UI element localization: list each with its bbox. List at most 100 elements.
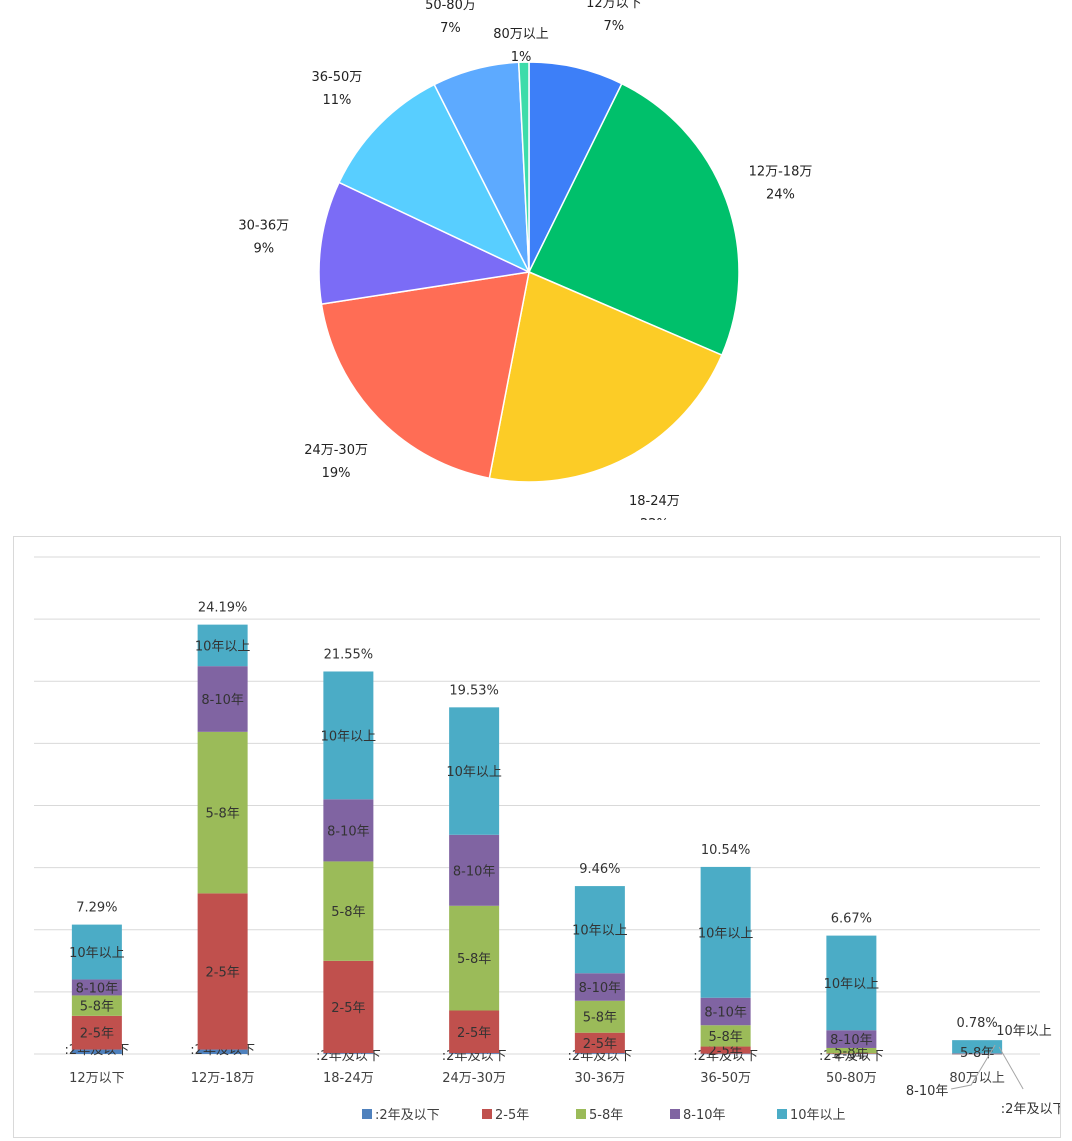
leader-line [998,1046,1024,1090]
bar-segment-label: 10年以上 [572,924,628,939]
pie-slice-name: 50-80万 [425,0,476,13]
bar-segment-label: 8-10年 [830,1033,873,1048]
pie-slice-label: 36-50万 11% [312,70,363,108]
pie-slice-name: 18-24万 [629,494,680,509]
bar-segment [197,893,248,1050]
pie-slice-percent: 1% [511,50,532,65]
bar-total-label: 7.29% [76,901,117,916]
legend-item: 8-10年 [670,1108,726,1123]
pie-slice-percent: 22% [640,517,669,520]
bar-segment-label: 8-10年 [76,981,119,996]
bar-segment [574,886,625,974]
bar-segment-label: 8-10年 [704,1005,747,1020]
legend-item: 2-5年 [482,1108,529,1123]
bar-segment [826,1053,877,1054]
pie-slice-percent: 7% [604,19,625,34]
x-tick-label: 36-50万 [700,1071,751,1086]
bar-segment [197,1049,248,1054]
bar-segment [826,1030,877,1048]
bar-segment-label: :2年及以下 [1001,1102,1060,1117]
leader-line [951,1044,996,1090]
bar-segment-label: 2-5年 [583,1037,617,1052]
bar-segment-label: 10年以上 [996,1024,1052,1039]
pie-slice-label: 12万-18万 24% [749,164,813,202]
bar-segment [449,1053,500,1054]
pie-slice-percent: 24% [766,187,795,202]
bar-segment-label: 5-8年 [960,1046,994,1061]
bar-segment-label: 2-5年 [331,1001,365,1016]
bar-segment-label: 5-8年 [331,905,365,920]
bar-total-label: 6.67% [831,912,872,927]
bar-segment-label: 2-5年 [709,1044,743,1059]
bar-segment-label: 5-8年 [583,1011,617,1026]
legend-swatch [362,1109,372,1119]
pie-chart-svg: 12万以下 7% 12万-18万 24% 18-24万 22% 24万-30万 19% 30-3… [238,0,813,532]
pie-slice-label: 50-80万 7% [425,0,476,36]
bar-segment-label: 5-8年 [457,952,491,967]
bar-segment [323,799,374,862]
x-tick-label: 50-80万 [826,1071,877,1086]
bar-segment [71,924,122,980]
bar-segment-label: 2-5年 [457,1026,491,1041]
bar-segment [700,1046,751,1054]
pie-slice-name: 24万-30万 [304,443,368,458]
legend-label: :2年及以下 [375,1108,440,1123]
pie-slice-label: 80万以上 1% [493,27,549,65]
pie-slice-percent: 9% [253,242,274,257]
bar-segment [700,1053,751,1055]
legend-swatch [576,1109,586,1119]
bar-total-label: 10.54% [701,843,751,858]
x-tick-label: 24万-30万 [442,1071,506,1086]
pie-slice-percent: 7% [440,21,461,36]
bar-segment-label: 10年以上 [195,639,251,654]
pie-slice [488,270,723,483]
pie-slice [527,82,740,357]
bar-segment [323,861,374,961]
bar-segment-label: 8-10年 [579,981,622,996]
legend-label: 8-10年 [683,1108,726,1123]
pie-chart: 12万以下 7% 12万-18万 24% 18-24万 22% 24万-30万 19% 30-3… [0,0,1072,532]
bar-segment-label: 5-8年 [834,1045,868,1060]
pie-slice-name: 36-50万 [312,70,363,85]
x-tick-label: 80万以上 [949,1071,1005,1086]
x-tick-label: 30-36万 [574,1071,625,1086]
bar-segment [449,834,500,906]
pie-slice [320,271,530,480]
bar-segment [952,1040,1003,1054]
bar-segment-label: 10年以上 [321,729,377,744]
bar-segment [197,624,248,667]
legend-label: 10年以上 [790,1108,846,1123]
pie-slice-name: 80万以上 [493,27,549,42]
bar-segment [449,1010,500,1054]
bar-segment [826,1053,877,1055]
stacked-bar-chart: :2年及以下 2-5年 5-8年 8-10年 10年以上 7.29% 12万以下:2年及以下… [13,536,1065,1138]
bar-segment [323,671,374,800]
bar-total-label: 24.19% [198,601,248,616]
bar-segment [323,1053,374,1054]
bar-segment [826,1047,877,1054]
bar-segment [574,973,625,1001]
bar-segment [826,935,877,1031]
pie-slice [318,181,532,306]
pie-slice-percent: 19% [322,466,351,481]
bar-total-label: 9.46% [579,862,620,877]
bar-segment-label: 2-5年 [80,1027,114,1042]
bar-group: 0.78% [952,1016,1003,1055]
bar-segment [700,1025,751,1047]
pie-slice-percent: 11% [322,93,351,108]
pie-slice-label: 30-36万 9% [238,219,289,257]
stacked-bar-chart-svg: :2年及以下2-5年5-8年8-10年10年以上7.29%12万以下:2年及以下… [34,556,1065,1123]
bar-segment-label: 8-10年 [906,1084,949,1099]
pie-slice-label: 18-24万 22% [629,494,680,532]
bar-segment [71,979,122,996]
bar-segment [700,866,751,998]
bar-segment-label: 5-8年 [206,807,240,822]
bar-segment [197,666,248,732]
legend-item: :2年及以下 [362,1108,440,1123]
